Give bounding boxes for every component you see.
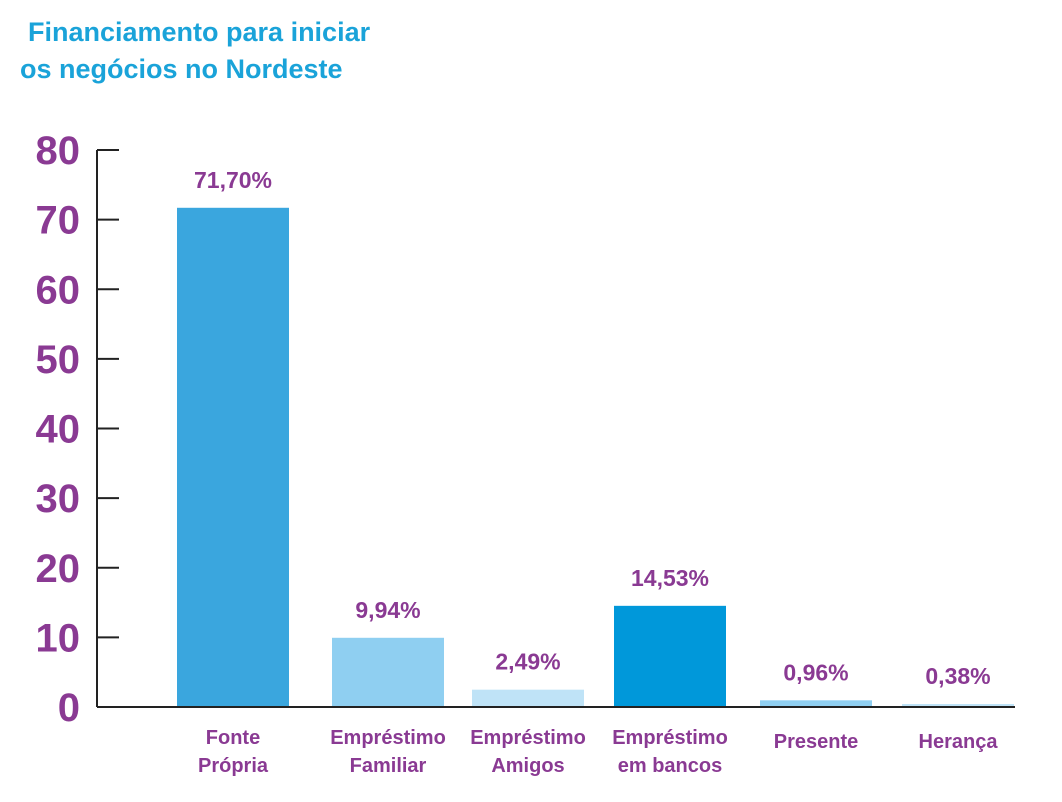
data-labels: 71,70% 9,94% 2,49% 14,53% 0,96% 0,38% (194, 167, 991, 689)
x-axis-labels: Fonte Própria Empréstimo Familiar Empréstimo… (198, 727, 998, 777)
x-tick-label: Fonte (206, 727, 260, 749)
data-label: 14,53% (631, 565, 709, 591)
bars (177, 207, 1014, 707)
y-tick-label: 70 (36, 199, 81, 243)
x-tick-label: Empréstimo (470, 727, 586, 749)
x-tick-label: Própria (198, 755, 269, 777)
y-axis-ticks: 0 10 20 30 40 50 60 70 80 (36, 129, 119, 730)
bar (177, 207, 289, 707)
data-label: 9,94% (355, 597, 420, 623)
x-tick-label: em bancos (618, 755, 722, 777)
y-tick-label: 20 (36, 547, 81, 591)
x-tick-label: Amigos (491, 755, 564, 777)
y-tick-label: 80 (36, 129, 81, 173)
bar (760, 700, 872, 707)
y-tick-label: 60 (36, 268, 81, 312)
x-tick-label: Herança (919, 731, 999, 753)
chart-title: Financiamento para iniciar os negócios n… (20, 14, 370, 88)
y-tick-label: 50 (36, 338, 81, 382)
data-label: 0,96% (783, 659, 848, 685)
y-tick-label: 40 (36, 408, 81, 452)
x-tick-label: Empréstimo (612, 727, 728, 749)
chart-title-line-1: Financiamento para iniciar (28, 17, 371, 47)
bar (332, 637, 444, 707)
chart-title-line-2: os negócios no Nordeste (20, 54, 343, 84)
bar (902, 704, 1014, 707)
data-label: 71,70% (194, 167, 272, 193)
y-tick-label: 10 (36, 616, 81, 660)
x-tick-label: Presente (774, 731, 859, 753)
x-tick-label: Empréstimo (330, 727, 446, 749)
x-tick-label: Familiar (350, 755, 427, 777)
bar (472, 689, 584, 707)
data-label: 2,49% (495, 649, 560, 675)
data-label: 0,38% (925, 663, 990, 689)
bar (614, 605, 726, 707)
y-tick-label: 30 (36, 477, 81, 521)
y-tick-label: 0 (58, 686, 80, 730)
